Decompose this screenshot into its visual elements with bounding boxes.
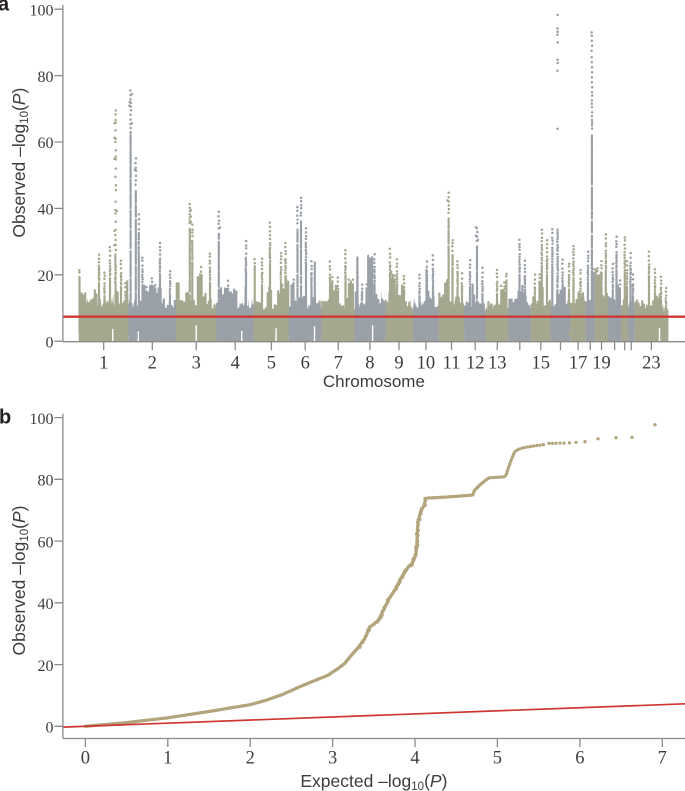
svg-text:2: 2	[148, 353, 157, 373]
svg-text:b: b	[0, 407, 11, 429]
svg-text:0: 0	[81, 749, 90, 769]
svg-text:a: a	[0, 0, 10, 16]
svg-text:100: 100	[30, 411, 54, 428]
svg-text:19: 19	[592, 353, 611, 373]
svg-text:40: 40	[38, 202, 54, 219]
svg-text:Observed –log10(P): Observed –log10(P)	[9, 88, 31, 238]
svg-text:2: 2	[246, 749, 255, 769]
svg-text:8: 8	[365, 353, 374, 373]
svg-text:10: 10	[417, 353, 436, 373]
svg-text:0: 0	[46, 334, 54, 351]
svg-text:100: 100	[30, 2, 54, 19]
svg-text:1: 1	[99, 353, 108, 373]
svg-text:80: 80	[38, 69, 54, 86]
svg-text:23: 23	[642, 353, 661, 373]
svg-text:40: 40	[38, 596, 54, 613]
svg-text:80: 80	[38, 473, 54, 490]
svg-text:1: 1	[163, 749, 172, 769]
svg-text:12: 12	[466, 353, 485, 373]
svg-text:4: 4	[231, 353, 240, 373]
svg-text:5: 5	[267, 353, 276, 373]
svg-text:15: 15	[532, 353, 551, 373]
svg-text:60: 60	[38, 534, 54, 551]
svg-text:20: 20	[38, 658, 54, 675]
svg-text:6: 6	[301, 353, 310, 373]
svg-text:7: 7	[658, 749, 667, 769]
svg-text:13: 13	[488, 353, 507, 373]
svg-text:4: 4	[410, 749, 419, 769]
svg-text:Chromosome: Chromosome	[323, 372, 425, 391]
svg-text:7: 7	[334, 353, 343, 373]
svg-text:Expected –log10(P): Expected –log10(P)	[300, 771, 447, 791]
svg-text:17: 17	[569, 353, 588, 373]
svg-text:3: 3	[192, 353, 201, 373]
svg-text:0: 0	[46, 720, 54, 737]
svg-text:3: 3	[328, 749, 337, 769]
svg-text:Observed –log10(P): Observed –log10(P)	[9, 506, 31, 656]
svg-text:6: 6	[575, 749, 584, 769]
svg-text:60: 60	[38, 135, 54, 152]
svg-text:9: 9	[394, 353, 403, 373]
svg-text:20: 20	[38, 268, 54, 285]
svg-text:11: 11	[443, 353, 461, 373]
svg-text:5: 5	[493, 749, 502, 769]
